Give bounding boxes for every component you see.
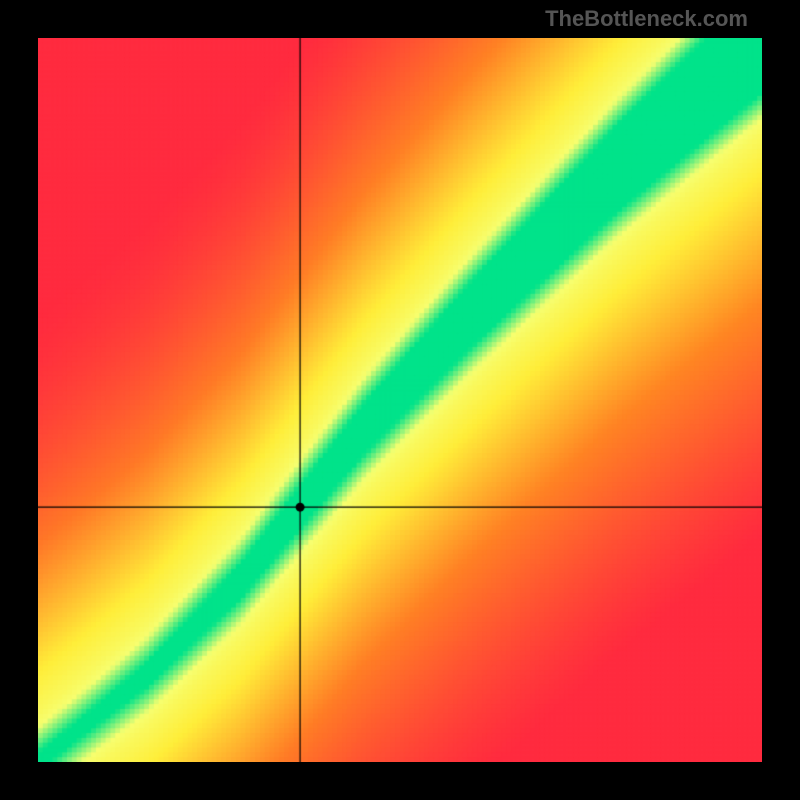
- heatmap-canvas: [38, 38, 762, 762]
- watermark-text: TheBottleneck.com: [545, 6, 748, 32]
- heatmap-area: [38, 38, 762, 762]
